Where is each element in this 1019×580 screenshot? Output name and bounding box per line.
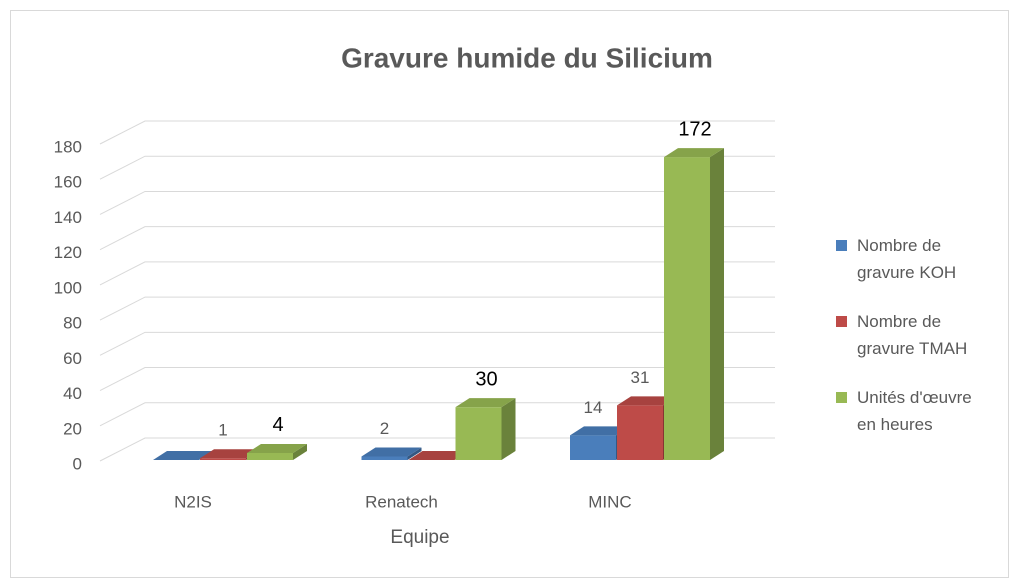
- legend-label: Nombre de gravure TMAH: [857, 312, 968, 358]
- bar: [617, 405, 663, 460]
- grid-line: [99, 367, 775, 392]
- bar-side: [293, 443, 307, 460]
- legend-label: Nombre de gravure KOH: [857, 236, 957, 282]
- bar-top: [153, 451, 213, 460]
- bar: [247, 452, 293, 460]
- legend-label: Unités d'œuvre en heures: [857, 388, 972, 434]
- bar-top: [455, 398, 516, 408]
- y-tick-label: 140: [54, 208, 82, 227]
- grid-line: [99, 226, 775, 251]
- x-tick-label: Renatech: [365, 492, 438, 511]
- y-tick-label: 40: [63, 384, 82, 403]
- y-tick-label: 80: [63, 314, 82, 333]
- bar: [200, 458, 246, 460]
- legend-item: Nombre de gravure TMAH: [836, 308, 1006, 362]
- data-label: 31: [631, 368, 650, 387]
- bar: [570, 435, 616, 460]
- grid-line: [99, 261, 775, 286]
- bar-top: [247, 443, 307, 453]
- grid-line: [99, 190, 775, 215]
- legend-swatch: [836, 392, 847, 403]
- grid-line: [99, 155, 775, 180]
- bar-top: [664, 148, 724, 158]
- chart-border: [10, 10, 1009, 578]
- bar-top: [408, 451, 469, 460]
- legend-item: Nombre de gravure KOH: [836, 232, 1006, 286]
- grid-line: [99, 437, 775, 462]
- grid-line: [99, 120, 775, 145]
- bar-top: [361, 447, 422, 457]
- x-tick-label: MINC: [588, 492, 631, 511]
- bar-top: [200, 449, 260, 459]
- data-label: 4: [272, 414, 283, 436]
- bar-top: [617, 396, 677, 406]
- grid-line: [99, 296, 775, 321]
- x-tick-label: N2IS: [174, 492, 212, 511]
- y-tick-label: 120: [54, 243, 82, 262]
- chart-title: Gravure humide du Silicium: [341, 42, 713, 73]
- bar-side: [710, 148, 724, 461]
- bar: [455, 407, 502, 460]
- bar: [361, 456, 408, 460]
- y-tick-label: 0: [73, 454, 82, 473]
- legend-swatch: [836, 240, 847, 251]
- y-tick-label: 100: [54, 278, 82, 297]
- y-tick-label: 60: [63, 349, 82, 368]
- legend-item: Unités d'œuvre en heures: [836, 384, 1006, 438]
- data-label: 1: [218, 421, 227, 440]
- y-tick-label: 20: [63, 419, 82, 438]
- data-label: 172: [678, 118, 711, 140]
- bar-side: [501, 398, 516, 460]
- grid-line: [99, 402, 775, 427]
- data-label: 2: [380, 419, 389, 438]
- bar-side: [407, 447, 422, 460]
- data-label: 30: [475, 368, 497, 390]
- bar-top: [570, 426, 630, 436]
- x-axis-label: Equipe: [390, 527, 449, 548]
- grid-line: [99, 331, 775, 356]
- data-label: 14: [584, 398, 603, 417]
- legend-swatch: [836, 316, 847, 327]
- bar: [664, 157, 710, 461]
- y-tick-label: 180: [54, 137, 82, 156]
- y-tick-label: 160: [54, 173, 82, 192]
